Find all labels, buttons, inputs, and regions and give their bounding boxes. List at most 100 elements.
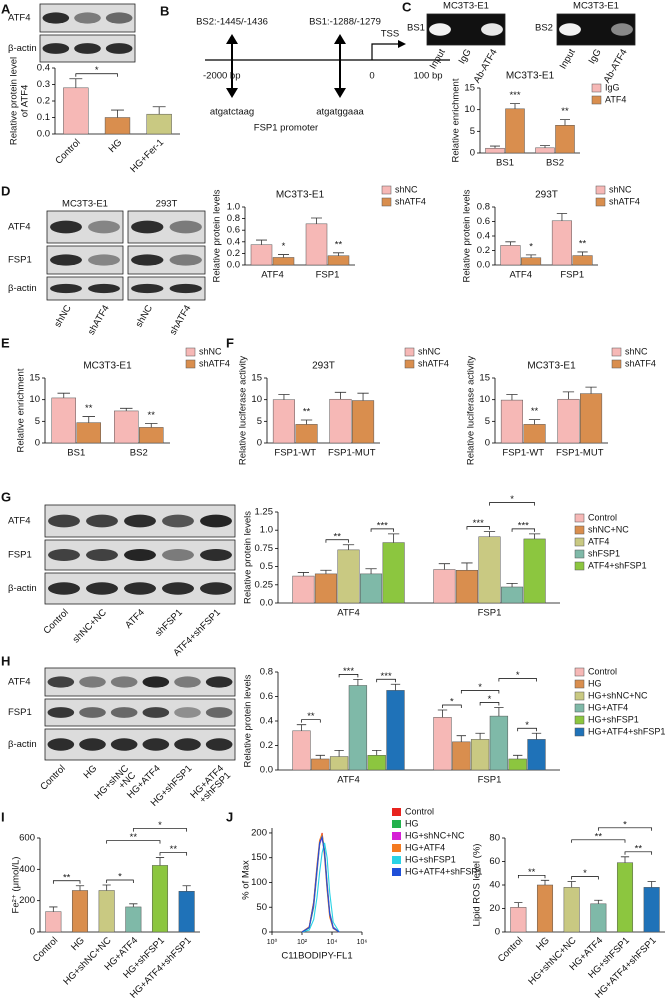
lane-label: Input [428, 47, 448, 71]
error-bar [182, 885, 191, 892]
error-bar [528, 533, 541, 539]
significance: * [623, 819, 627, 830]
y-axis-label: % of Max [241, 860, 252, 900]
band [86, 514, 118, 528]
bar [45, 911, 62, 933]
y-tick-label: 0.4 [260, 716, 273, 727]
bar [71, 890, 89, 933]
legend-label: HG+ATF4+shFSP1 [405, 866, 482, 876]
bar [146, 113, 172, 135]
legend-swatch [392, 832, 401, 840]
significance: * [516, 670, 520, 681]
bar [305, 223, 328, 266]
error-bar [594, 899, 603, 904]
y-tick-label: 0.25 [255, 579, 274, 590]
row-label: FSP1 [8, 255, 32, 266]
significance-bracket [460, 690, 500, 694]
y-tick-label: 15 [251, 373, 262, 384]
error-bar [75, 885, 85, 891]
bar [104, 117, 131, 135]
lane-label: shATF4 [168, 303, 194, 337]
error-bar [528, 419, 541, 425]
y-tick-label: 600 [19, 833, 35, 844]
band [169, 254, 202, 266]
band [124, 514, 156, 528]
significance: *** [377, 520, 388, 531]
bar [521, 257, 542, 266]
bar [178, 891, 195, 933]
chart-title: MC3T3-E1 [527, 361, 576, 372]
band [481, 23, 503, 36]
y-tick-label: 0.0 [37, 129, 50, 140]
error-bar [82, 416, 95, 423]
legend-label: shNC [418, 346, 441, 356]
y-tick-label: 150 [251, 852, 267, 863]
legend-swatch [591, 83, 602, 93]
x-tick-label: 10² [297, 939, 308, 946]
bar [348, 685, 368, 771]
significance: ** [63, 872, 71, 883]
panel-letter: H [1, 653, 10, 668]
lane-label: IgG [457, 47, 474, 66]
y-tick-label: 0.2 [477, 245, 490, 256]
arrow-head [398, 40, 406, 48]
error-bar [494, 707, 504, 717]
y-tick-label: 100 [251, 877, 267, 888]
blot-strip [44, 667, 236, 697]
bar [505, 108, 525, 154]
gel-label: BS1 [407, 23, 425, 34]
band [142, 738, 170, 751]
site-label: BS2:-1445/-1436 [196, 17, 268, 28]
cell-label: MC3T3-E1 [62, 199, 108, 210]
band [200, 582, 232, 595]
band [79, 676, 106, 688]
significance: ** [170, 844, 178, 855]
band [174, 707, 201, 718]
significance: ** [303, 407, 311, 418]
y-tick-label: 60 [489, 856, 500, 867]
bar [382, 542, 405, 604]
lane-label: Control [38, 763, 67, 792]
bar [557, 398, 580, 444]
bar [292, 730, 311, 771]
error-bar [129, 903, 138, 907]
bar [139, 427, 164, 444]
cell-label: MC3T3-E1 [443, 1, 489, 12]
legend-swatch [574, 703, 585, 713]
band [124, 582, 156, 595]
band [162, 549, 194, 561]
error-bar [475, 732, 485, 740]
scale-label: 100 bp [413, 71, 442, 82]
lane-label: Input [558, 47, 578, 71]
row-label: β-actin [8, 283, 37, 294]
y-tick-label: 1.0 [227, 202, 240, 213]
legend-label: Control [588, 512, 617, 522]
lane-label: HG [82, 763, 100, 781]
significance-bracket [370, 528, 394, 532]
significance-bracket [52, 880, 81, 884]
y-tick-label: 0.0 [260, 765, 273, 776]
band [611, 23, 633, 36]
band [50, 254, 82, 266]
chart-title: MC3T3-E1 [83, 361, 132, 372]
bar [500, 245, 521, 266]
gel-label: BS2 [535, 23, 553, 34]
legend-swatch [185, 359, 196, 369]
x-tick-label: FSP1-MUT [556, 448, 604, 459]
bar [337, 549, 360, 604]
panel-letter: G [1, 489, 11, 504]
legend-swatch [574, 513, 585, 523]
y-tick-label: 15 [479, 373, 490, 384]
error-bar [342, 544, 355, 550]
error-bar [505, 241, 516, 246]
lane-label: Control [41, 607, 70, 636]
y-tick-label: 0 [257, 438, 262, 449]
y-tick-label: 0.0 [227, 260, 240, 271]
y-tick-label: 0 [30, 927, 35, 938]
y-tick-label: 5 [35, 416, 40, 427]
y-axis-label: Relative protein levels [243, 674, 254, 767]
error-bar [334, 750, 344, 757]
bar [98, 890, 115, 933]
legend-label: HG+ATF4 [588, 702, 628, 712]
